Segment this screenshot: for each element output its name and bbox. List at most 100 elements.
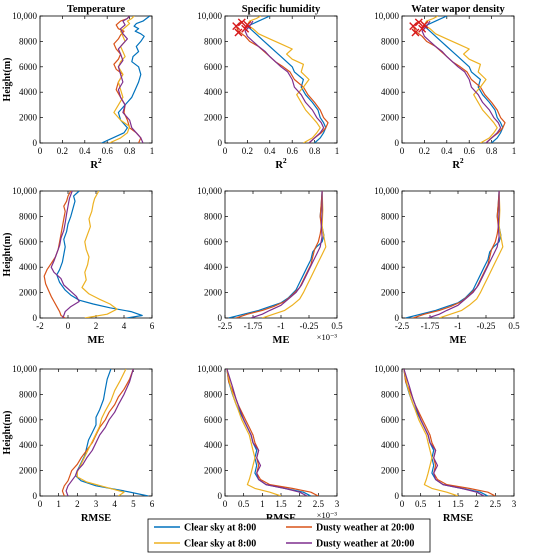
series-line-1 [403,369,489,496]
x-axis-label-text: ME [88,335,105,346]
x-tick-label: 4 [122,321,127,331]
chart-panels: 0 0.2 0.4 0.6 0.8 10200040006000800010,000Tem… [2,4,520,524]
legend-label-2: Dusty weather at 20:00 [316,523,414,534]
x-tick-label: 5 [131,499,136,509]
x-tick-label: 0.8 [309,146,321,156]
panel-p32: 0 0.5 1 1.5 2 2.5 3 0 2000 4000 6000 8000 10,000 RMSE… [197,364,340,524]
x-axis-label: RMSE [81,513,111,524]
series-group [235,16,329,143]
x-tick-label: 0.5 [415,499,427,509]
x-axis-label-text: ME [450,335,467,346]
series-group [61,369,149,496]
series-group [403,369,496,496]
y-tick-label: 10,000 [12,364,37,374]
x-marker [411,28,420,37]
y-tick-label: 8000 [381,211,400,221]
x-tick-label: 0.2 [242,146,253,156]
y-axis-label: Height(m) [2,233,13,277]
series-line-2 [412,20,506,143]
legend-label-1: Clear sky at 8:00 [184,523,256,534]
series-line-2 [403,369,496,496]
x-axis-label-superscript: 2 [98,156,102,165]
y-tick-label: 4000 [204,262,223,272]
series-group [226,369,319,496]
x-marker [243,20,252,29]
x-tick-label: -2 [36,321,44,331]
plot-frame [224,368,338,497]
y-tick-label: 6000 [19,62,38,72]
x-axis-label: ME [273,335,290,346]
x-marker [418,24,427,33]
x-marker [414,18,423,27]
series-group [228,191,327,318]
plot-frame [224,15,338,144]
x-tick-label: 6 [150,321,155,331]
x-tick-label: 1 [260,499,265,509]
plot-frame [401,15,515,144]
x-tick-label: 0.5 [331,321,343,331]
y-tick-label: 4000 [19,87,38,97]
y-tick-label: 10,000 [197,364,222,374]
x-axis-label: RMSE [266,513,296,524]
y-tick-label: 4000 [19,262,38,272]
x-axis-label-text: ME [273,335,290,346]
x-tick-label: 0 [223,146,228,156]
series-group [101,16,151,143]
y-tick-label: 0 [218,491,223,501]
series-line-4 [244,20,325,143]
x-tick-label: 1.5 [275,499,287,509]
y-tick-label: 6000 [19,415,38,425]
x-tick-label: 0.2 [57,146,68,156]
x-tick-label: 2.5 [313,499,325,509]
y-tick-label: 2000 [19,113,38,123]
x-tick-label: -1 [454,321,462,331]
x-axis-label-text: R [90,160,98,171]
y-tick-label: 8000 [204,36,223,46]
series-line-1 [74,369,149,496]
series-group [412,16,506,143]
y-tick-label: 6000 [381,237,400,247]
legend-box [147,518,431,553]
x-axis-label-text: RMSE [266,513,296,524]
x-tick-label: 1.5 [452,499,464,509]
legend-label-3: Clear sky at 8:00 [184,539,256,550]
series-line-4 [50,191,80,318]
x-tick-label: 2 [474,499,479,509]
series-line-3 [262,191,327,318]
series-line-4 [250,191,323,318]
series-line-2 [113,16,142,143]
y-tick-label: 4000 [19,440,38,450]
x-tick-label: 2 [297,499,302,509]
plot-frame [39,15,153,144]
x-tick-label: 1 [56,499,61,509]
series-line-4 [65,369,134,496]
y-tick-label: 0 [33,138,38,148]
panel-p31: 0 1 2 3 4 5 6 0 2000 4000 6000 8000 10,000 RMSE Height… [2,364,155,524]
x-tick-label: 1 [437,499,442,509]
y-tick-label: 2000 [381,113,400,123]
series-group [405,191,504,318]
y-tick-label: 8000 [19,211,38,221]
x-tick-label: 4 [112,499,117,509]
y-axis-label: Height(m) [2,411,13,455]
y-tick-label: 6000 [19,237,38,247]
x-tick-label: 0 [66,321,71,331]
x-tick-label: 0.2 [419,146,430,156]
y-tick-label: 6000 [381,415,400,425]
y-tick-label: 0 [33,491,38,501]
y-tick-label: 2000 [19,288,38,298]
x-marker [420,20,429,29]
x-tick-label: -1.75 [421,321,440,331]
series-line-2 [226,369,319,496]
y-tick-label: 0 [33,313,38,323]
y-tick-label: 2000 [204,288,223,298]
x-tick-label: 0 [38,146,43,156]
x-axis-label-superscript: 2 [460,156,464,165]
x-tick-label: 0.8 [486,146,498,156]
x-tick-label: 2 [75,499,80,509]
series-line-2 [236,191,323,318]
series-line-3 [226,369,282,496]
y-tick-label: 2000 [381,288,400,298]
y-tick-label: 0 [395,138,400,148]
